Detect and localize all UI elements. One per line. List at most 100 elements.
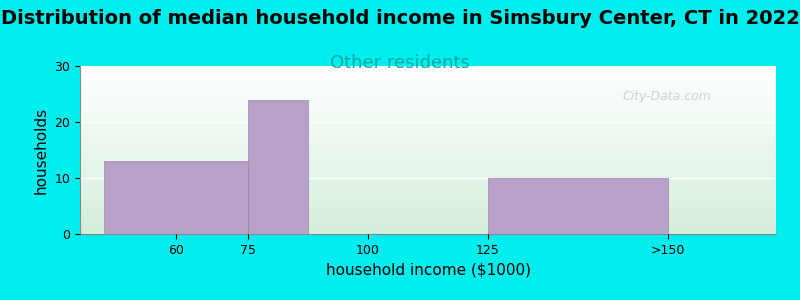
Bar — [80, 142, 776, 143]
Bar — [80, 190, 776, 191]
Bar — [80, 163, 776, 164]
Bar — [80, 75, 776, 76]
Bar — [80, 182, 776, 183]
Bar — [80, 124, 776, 125]
Bar — [80, 131, 776, 132]
Bar — [80, 200, 776, 201]
Bar — [80, 68, 776, 69]
Bar — [80, 208, 776, 209]
Bar — [80, 152, 776, 153]
Bar — [80, 118, 776, 119]
Bar — [80, 108, 776, 109]
Bar — [80, 215, 776, 216]
Bar — [80, 219, 776, 220]
Bar — [80, 122, 776, 123]
Bar — [80, 117, 776, 118]
Text: City-Data.com: City-Data.com — [623, 90, 712, 103]
Bar — [80, 233, 776, 234]
Bar — [80, 121, 776, 122]
Bar — [80, 143, 776, 144]
Bar — [80, 147, 776, 148]
Bar — [80, 164, 776, 165]
Bar — [80, 139, 776, 140]
Bar — [80, 128, 776, 129]
Bar — [80, 173, 776, 174]
Bar — [80, 95, 776, 96]
Bar — [80, 80, 776, 81]
Bar — [80, 82, 776, 83]
Bar — [80, 188, 776, 189]
Bar — [80, 156, 776, 157]
Bar — [80, 189, 776, 190]
Bar — [80, 130, 776, 131]
Bar — [80, 129, 776, 130]
Bar — [80, 187, 776, 188]
Bar — [80, 77, 776, 78]
Bar — [80, 81, 776, 82]
Bar — [80, 166, 776, 167]
Bar — [104, 161, 248, 234]
Bar — [80, 202, 776, 203]
Bar — [80, 150, 776, 151]
Bar — [80, 120, 776, 121]
Text: Distribution of median household income in Simsbury Center, CT in 2022: Distribution of median household income … — [1, 9, 799, 28]
Bar — [80, 99, 776, 100]
Bar — [80, 136, 776, 137]
Bar — [80, 111, 776, 112]
Bar — [80, 90, 776, 91]
Bar — [80, 66, 776, 67]
Bar — [80, 100, 776, 101]
Bar — [80, 201, 776, 202]
Bar — [80, 106, 776, 107]
Bar — [80, 116, 776, 117]
Bar — [80, 149, 776, 150]
Bar — [80, 204, 776, 205]
Bar — [80, 107, 776, 108]
Bar — [80, 114, 776, 115]
Bar — [80, 134, 776, 135]
Bar — [80, 154, 776, 155]
Bar — [80, 126, 776, 127]
Bar — [80, 230, 776, 231]
Bar — [80, 91, 776, 92]
Bar — [80, 104, 776, 105]
Bar — [80, 183, 776, 184]
Bar — [80, 169, 776, 170]
Bar — [80, 109, 776, 110]
Bar — [80, 211, 776, 212]
Bar — [80, 67, 776, 68]
Bar — [80, 83, 776, 84]
Bar — [80, 192, 776, 193]
Bar — [80, 216, 776, 217]
Bar — [80, 232, 776, 233]
Bar — [80, 172, 776, 173]
Bar — [80, 93, 776, 94]
Bar — [80, 206, 776, 207]
Bar — [80, 146, 776, 147]
Bar — [80, 135, 776, 136]
Bar — [80, 231, 776, 232]
Bar — [80, 97, 776, 98]
Bar — [80, 214, 776, 215]
Bar — [80, 228, 776, 229]
Bar — [80, 100, 776, 101]
Bar — [80, 145, 776, 146]
Bar — [80, 161, 776, 162]
Bar — [80, 168, 776, 169]
Bar — [80, 127, 776, 128]
Bar — [80, 119, 776, 120]
Bar — [80, 159, 776, 160]
Bar — [80, 157, 776, 158]
Bar — [80, 102, 776, 103]
Bar — [80, 196, 776, 197]
Bar — [80, 103, 776, 104]
Bar — [80, 223, 776, 224]
Bar — [80, 218, 776, 219]
Bar — [80, 123, 776, 124]
X-axis label: household income ($1000): household income ($1000) — [326, 262, 530, 277]
Bar — [80, 151, 776, 152]
Bar — [80, 112, 776, 113]
Bar — [80, 101, 776, 102]
Bar — [80, 153, 776, 154]
Bar — [80, 226, 776, 227]
